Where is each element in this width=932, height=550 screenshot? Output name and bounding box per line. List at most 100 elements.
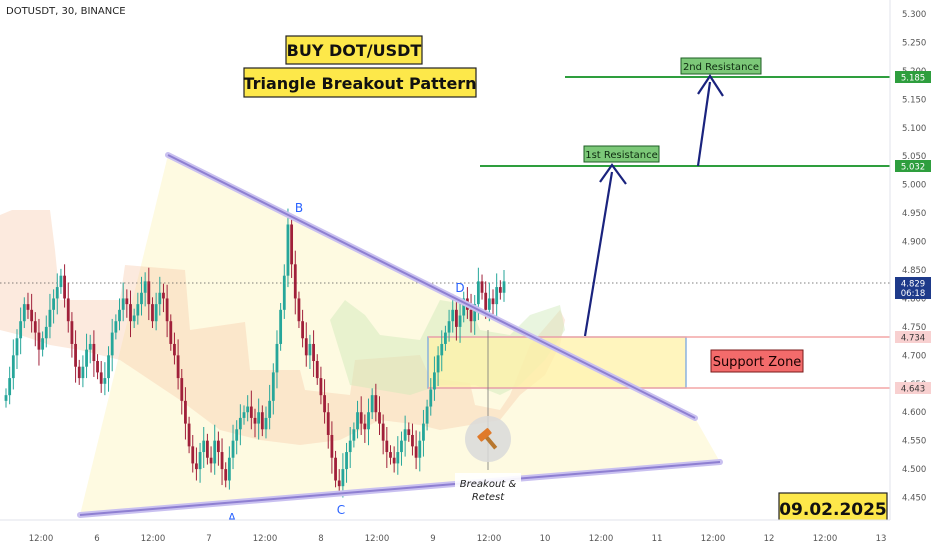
candle-body [216,440,220,453]
candle-body [173,343,176,356]
upper-trendline[interactable] [167,154,696,419]
candle-body [85,349,88,367]
candle-body [147,281,151,305]
candle-body [334,457,337,481]
x-tick-label: 6 [94,534,99,544]
candle-body [154,304,158,322]
resistance-1-label-box [583,145,660,163]
candle-body [143,281,147,293]
y-tick-label: 5.000 [902,181,926,191]
support-zone-label: Support Zone [713,355,802,370]
candle-body [198,452,202,470]
candle-body [26,304,30,310]
candle-body [107,355,110,379]
countdown-text: 06:18 [901,289,926,299]
candle-body [304,338,308,356]
candle-body [348,440,352,453]
candle-body [484,292,488,310]
candle-body [224,469,228,481]
candle-body [414,446,418,458]
candle-body [319,378,323,396]
candle-body [469,309,473,322]
candle-body [290,224,294,265]
time-axis[interactable] [0,520,890,550]
breakout-note-line1: Breakout & [460,479,517,490]
candle-body [169,321,173,344]
candle-body [121,298,125,310]
candle-body [59,275,63,288]
y-tick-label: 4.500 [902,465,926,475]
candle-body [242,412,246,418]
candle-body [205,440,209,458]
headline-line1: BUY DOT/USDT [287,41,422,60]
y-tick-label: 4.450 [902,494,926,504]
pivot-label-b: B [295,201,303,215]
candle-body [81,366,85,379]
candle-body [458,315,462,327]
candle-body [227,457,231,481]
candle-body [88,343,92,350]
candle-body [487,298,491,310]
x-tick-label: 12 [764,534,775,544]
candle-body [352,429,356,441]
candle-body [345,452,348,470]
candle-body [235,429,239,441]
candle-body [103,378,107,384]
support-bottom-price-tag [895,382,931,394]
candle-body [184,400,187,424]
x-tick-label: 12:00 [29,534,54,544]
current-price-tag [895,277,931,299]
candle-body [48,309,52,327]
candle-body [454,309,458,327]
candle-body [378,412,381,424]
x-tick-label: 12:00 [253,534,278,544]
candle-body [418,440,422,458]
candle-body [447,321,451,333]
candle-body [312,343,315,362]
candle-body [114,321,118,333]
candle-body [429,389,433,407]
candle-body [282,275,286,310]
candle-body [41,338,45,350]
y-tick-label: 5.100 [902,124,926,134]
candle-body [140,292,143,305]
y-tick-label: 4.800 [902,294,926,304]
candle-body [118,309,121,322]
candle-body [315,361,319,379]
candle-body [297,298,301,322]
candle-body [392,457,396,464]
candle-body [165,298,169,322]
y-tick-label: 4.850 [902,266,926,276]
y-tick-label: 4.900 [902,238,926,248]
lower-trendline[interactable] [79,461,721,516]
candle-body [11,355,15,379]
breakout-note-line2: Retest [472,492,505,503]
x-tick-label: 13 [876,534,887,544]
candle-body [473,304,477,322]
candle-body [462,298,466,316]
price-axis[interactable] [890,0,932,550]
y-tick-label: 4.750 [902,323,926,333]
y-tick-label: 5.250 [902,38,926,48]
y-tick-label: 4.950 [902,209,926,219]
candle-body [407,429,411,435]
candle-body [359,412,363,424]
candle-body [129,304,132,322]
candle-body [96,361,99,373]
y-tick-label: 5.050 [902,152,926,162]
x-tick-label: 12:00 [141,534,166,544]
candle-body [498,287,502,293]
x-tick-label: 7 [206,534,211,544]
candle-body [66,298,70,322]
resistance-2-label: 2nd Resistance [683,62,759,73]
candle-body [502,281,506,293]
candle-body [337,480,341,487]
candles [4,208,506,498]
candle-body [491,298,495,305]
candle-body [330,434,334,458]
breakout-note-bg [455,473,521,505]
candle-body [400,440,403,453]
y-tick-label: 5.300 [902,10,926,20]
candle-body [92,343,96,362]
